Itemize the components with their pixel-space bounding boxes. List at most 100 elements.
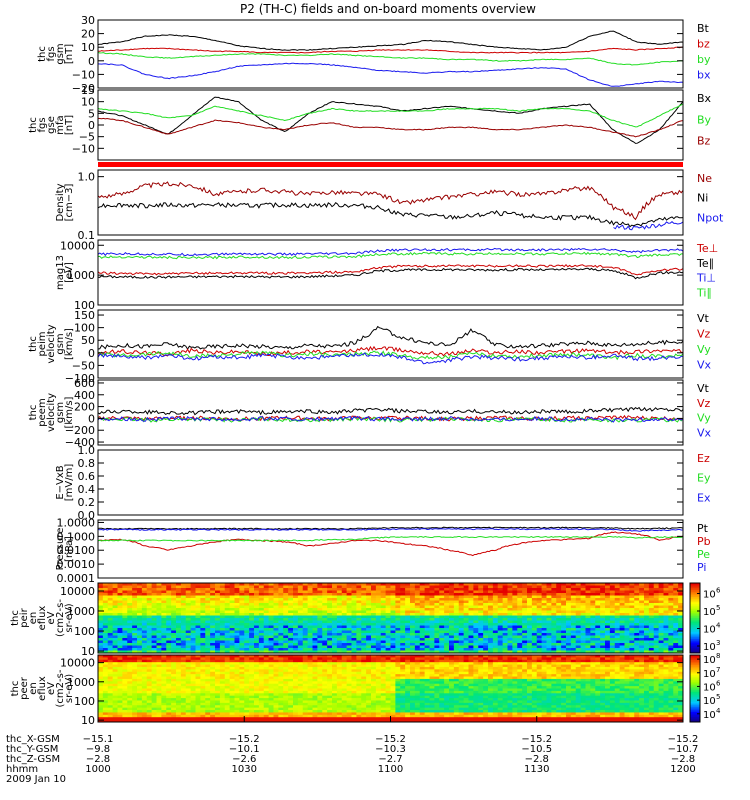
x-tick-value: −15.1 [83, 734, 114, 745]
x-row-label: thc_X-GSM [6, 734, 60, 745]
y-axis-label: [nT] [64, 115, 75, 135]
y-axis-label: Density [55, 183, 66, 221]
y-tick-label: 10000 [60, 239, 95, 252]
x-tick-value: −15.2 [668, 734, 699, 745]
colorbar-tick-label: 10 [703, 607, 716, 618]
y-axis-label: eV [46, 611, 57, 624]
x-tick-value: −2.8 [525, 754, 549, 765]
y-axis-label: thc [10, 681, 21, 697]
series-Te∥ [97, 267, 683, 280]
y-tick-label: 200 [74, 401, 95, 414]
y-axis-label: peem [37, 398, 48, 426]
y-axis-label: velocity [46, 324, 57, 363]
y-tick-label: 100 [74, 322, 95, 335]
x-tick-value: 1030 [232, 764, 257, 775]
y-axis-label: thc [10, 610, 21, 626]
legend-Vt: Vt [697, 382, 710, 395]
panels: 3020100−10−20thcfgsgsm[nT]Btbzbybx151050… [10, 14, 724, 727]
y-tick-label: 100 [74, 299, 95, 312]
y-axis-label: en [28, 682, 39, 695]
y-tick-label: −200 [65, 424, 95, 437]
y-tick-label: 1000 [67, 269, 95, 282]
series-Bx [97, 96, 684, 144]
x-tick-value: −2.6 [232, 754, 256, 765]
y-axis-label: gse [46, 116, 57, 134]
y-tick-label: 100 [74, 625, 95, 638]
y-tick-label: 10 [81, 645, 95, 658]
y-tick-label: 0 [88, 412, 95, 425]
y-axis-label: (cm2-s- [55, 669, 66, 707]
y-tick-label: 30 [81, 14, 95, 27]
series-Bt [97, 30, 684, 51]
y-axis-label: eflux [37, 676, 48, 701]
series-Vx [97, 415, 684, 423]
legend-Ti⊥: Ti⊥ [696, 272, 716, 285]
y-axis-label: sr-eV) [64, 674, 75, 703]
panel-frame [97, 19, 684, 89]
y-tick-label: 10 [81, 41, 95, 54]
red-divider-bar [98, 162, 683, 167]
series-Ne [97, 181, 684, 221]
panel-frame [97, 169, 684, 236]
colorbar-tick-exponent: 3 [716, 639, 720, 647]
panel-pressure: 1.00000.10000.01000.00100.0001Pressure[n… [55, 516, 711, 585]
y-axis-label: eflux [37, 606, 48, 631]
legend-Vt: Vt [697, 312, 710, 325]
y-axis-label: velocity [46, 393, 57, 432]
legend-bz: bz [697, 38, 710, 51]
colorbar-tick-exponent: 6 [716, 587, 721, 595]
y-axis-label: en [28, 612, 39, 625]
y-tick-label: 100 [74, 695, 95, 708]
y-axis-label: E−VxB [55, 465, 66, 499]
x-tick-value: 1000 [85, 764, 110, 775]
panel-frame [97, 519, 684, 579]
y-tick-label: 0.0100 [57, 544, 96, 557]
y-axis-label: peer [19, 676, 30, 700]
y-tick-label: 50 [81, 334, 95, 347]
legend-Bt: Bt [697, 22, 710, 35]
y-axis-label: [km/s] [64, 328, 75, 360]
legend-Vz: Vz [697, 397, 711, 410]
y-tick-label: −400 [65, 436, 95, 449]
y-tick-label: 0.2 [78, 496, 96, 509]
x-tick-value: 1100 [378, 764, 403, 775]
colorbar-tick-label: 10 [703, 682, 716, 693]
y-tick-label: 1.0000 [57, 516, 96, 529]
x-tick-value: −10.5 [521, 744, 552, 755]
legend-Pi: Pi [697, 561, 706, 574]
x-tick-value: −2.8 [86, 754, 110, 765]
y-tick-label: 600 [74, 377, 95, 390]
panel-density: 1.0 0.1 Density[cm−3] Ne Ni Npot [55, 169, 724, 242]
series-Pb [97, 531, 684, 557]
colorbar-tick-exponent: 5 [716, 604, 720, 612]
y-axis-label: [mV/m] [64, 464, 75, 502]
series-bx [97, 62, 684, 87]
y-axis-label: eV [46, 682, 57, 695]
y-tick-label: 20 [81, 28, 95, 41]
y-axis-label: peim [37, 331, 48, 356]
panel-frame [97, 309, 684, 379]
y-tick-label: 10000 [60, 657, 95, 670]
y-tick-label: −20 [72, 82, 95, 95]
legend-Vy: Vy [697, 343, 711, 356]
y-tick-label: 0.6 [78, 470, 96, 483]
figure-title: P2 (TH-C) fields and on-board moments ov… [240, 2, 536, 16]
y-tick-label: 400 [74, 389, 95, 402]
y-axis-label: mag13 [55, 255, 66, 290]
y-axis-label: fgs [37, 117, 48, 132]
x-tick-value: −9.8 [86, 744, 110, 755]
colorbar-tick-label: 10 [703, 642, 716, 653]
y-tick-label: 0.1000 [57, 530, 96, 543]
legend-By: By [697, 113, 712, 126]
legend-Ni: Ni [697, 192, 708, 205]
legend-Vx: Vx [697, 359, 712, 372]
y-axis-label: Pressure [55, 528, 66, 571]
series-Pt [97, 526, 684, 530]
y-axis-label: [cm−3] [64, 184, 75, 222]
series-by [97, 51, 684, 66]
y-tick-label: 0.8 [78, 457, 96, 470]
y-tick-label: 10 [81, 714, 95, 727]
